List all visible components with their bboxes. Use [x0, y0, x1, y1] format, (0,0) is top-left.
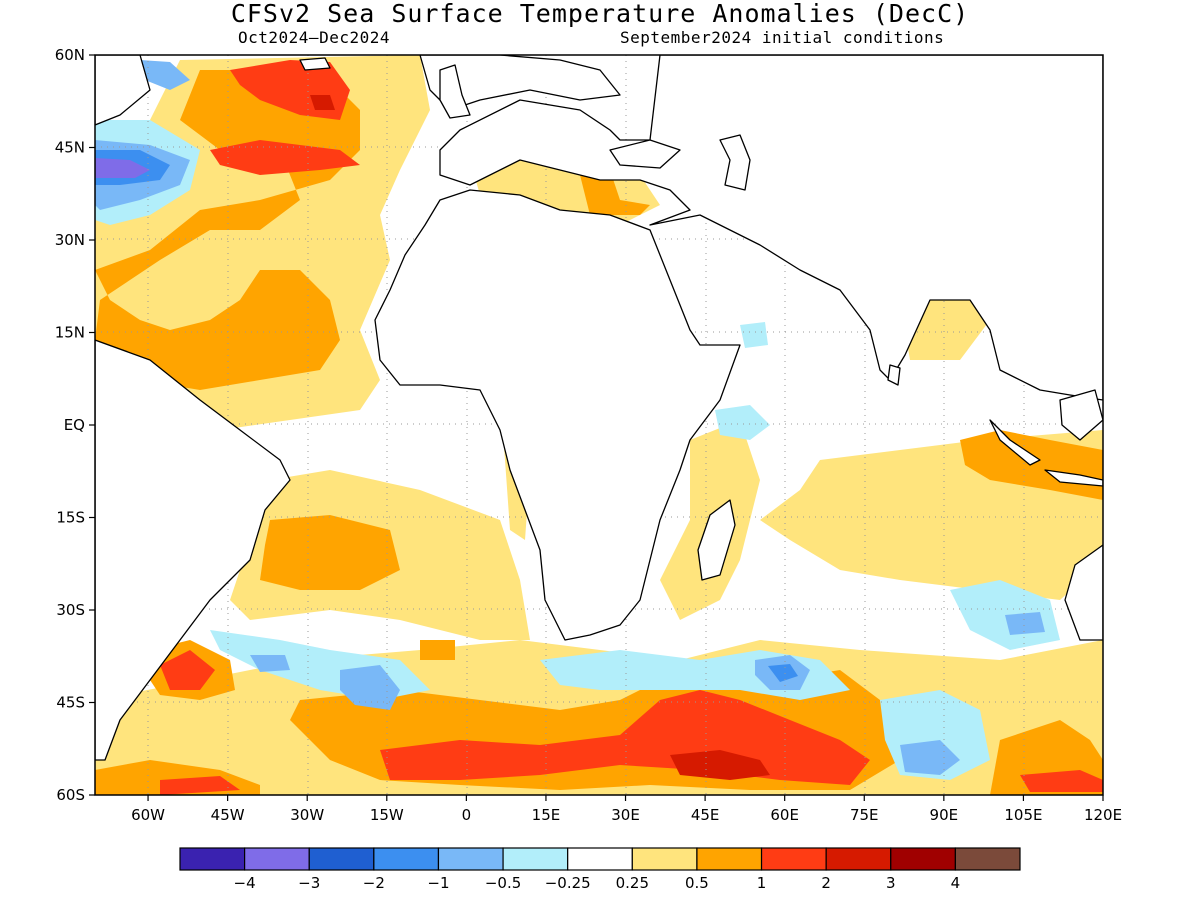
anomaly-region-south-atlantic-blue [340, 665, 400, 710]
south-america [95, 339, 291, 761]
africa-landmass [374, 189, 741, 641]
colorbar-swatch [308, 847, 375, 871]
anomaly-region-sw-blue [250, 655, 290, 672]
lon-tick-label: 90E [930, 806, 959, 824]
colorbar: −4 −3 −2 −1 −0.5 −0.25 0.25 0.5 1 2 3 4 [179, 847, 1021, 892]
lon-tick-label: 45W [211, 806, 245, 824]
anomaly-region-labrador-indigo [95, 158, 150, 178]
madagascar [697, 499, 736, 581]
anomaly-region-australia-blue [1005, 612, 1045, 635]
great-britain [439, 64, 471, 119]
black-sea [609, 139, 681, 169]
lat-tick-label: 15N [55, 324, 85, 342]
colorbar-label: 1 [757, 874, 767, 892]
anomaly-field [95, 55, 1103, 795]
lon-tick-label: 15W [370, 806, 404, 824]
lon-tick-label: 0 [462, 806, 472, 824]
colorbar-label: 3 [886, 874, 896, 892]
caspian-sea [719, 134, 751, 191]
colorbar-label: 2 [821, 874, 831, 892]
anomaly-region-benguela-orange [420, 640, 455, 660]
colorbar-swatch [437, 847, 504, 871]
arabia-asia-landmass [439, 55, 1103, 401]
colorbar-swatch [631, 847, 698, 871]
colorbar-swatch [567, 847, 633, 871]
anomaly-region-indian-dark-blue [768, 664, 798, 682]
lat-tick-label: 30S [56, 601, 85, 619]
coastlines [95, 55, 1103, 761]
latitude-tick-labels: 60N 45N 30N 15N EQ 15S 30S 45S 60S [55, 46, 95, 804]
colorbar-label: 4 [951, 874, 961, 892]
anomaly-region-south-atlantic-orange [260, 515, 400, 590]
colorbar-label: −2 [363, 874, 385, 892]
colorbar-label: 0.25 [616, 874, 649, 892]
lon-tick-label: 60W [131, 806, 165, 824]
sumatra [989, 419, 1041, 466]
initial-conditions-label: September2024 initial conditions [620, 28, 945, 47]
anomaly-region-argentina-red [160, 650, 215, 690]
colorbar-swatch [373, 847, 440, 871]
colorbar-label: −0.25 [545, 874, 591, 892]
colorbar-label: −0.5 [485, 874, 521, 892]
lat-tick-label: EQ [64, 416, 85, 434]
lon-tick-label: 30E [611, 806, 640, 824]
colorbar-label: −3 [298, 874, 320, 892]
lat-tick-label: 30N [55, 231, 85, 249]
borneo [1059, 389, 1103, 441]
lon-tick-label: 45E [691, 806, 720, 824]
colorbar-swatch [760, 847, 827, 871]
java [1044, 469, 1103, 487]
longitude-tick-labels: 60W 45W 30W 15W 0 15E 30E 45E 60E 75E 90E 105E 120E [131, 795, 1122, 824]
anomaly-region-aegean-orange [580, 170, 650, 215]
lon-tick-label: 60E [770, 806, 799, 824]
colorbar-swatch [890, 847, 956, 871]
lat-tick-label: 15S [56, 509, 85, 527]
colorbar-label: −1 [427, 874, 449, 892]
anomaly-region-southern-dark-red [670, 750, 770, 780]
lon-tick-label: 30W [290, 806, 324, 824]
anomaly-region-se-strip-red [1020, 770, 1103, 792]
lon-tick-label: 15E [532, 806, 561, 824]
lat-tick-label: 45N [55, 139, 85, 157]
anomaly-region-arabian-cyan [740, 322, 768, 348]
colorbar-swatch [502, 847, 569, 871]
anomaly-region-se-blue [900, 740, 960, 775]
lon-tick-label: 75E [850, 806, 879, 824]
lon-tick-label: 105E [1004, 806, 1042, 824]
australia [1064, 544, 1103, 641]
north-america [95, 55, 151, 126]
anomaly-region-gulfstream-dark-red [310, 95, 335, 110]
colorbar-swatch [954, 847, 1021, 871]
anomaly-region-greenland-blue [140, 60, 190, 90]
colorbar-swatch [179, 847, 246, 871]
forecast-period: Oct2024–Dec2024 [238, 28, 390, 47]
colorbar-label: −4 [234, 874, 256, 892]
colorbar-swatch [696, 847, 763, 871]
map-title: CFSv2 Sea Surface Temperature Anomalies … [230, 0, 970, 28]
lon-tick-label: 120E [1084, 806, 1122, 824]
anomaly-region-gulfstream-red [210, 140, 360, 175]
colorbar-swatch [244, 847, 310, 871]
lat-tick-label: 45S [56, 694, 85, 712]
lat-tick-label: 60S [56, 786, 85, 804]
sri-lanka [887, 364, 901, 386]
iceland [299, 57, 331, 71]
anomaly-region-sw-strip-red [160, 776, 240, 795]
lat-tick-label: 60N [55, 46, 85, 64]
colorbar-label: 0.5 [685, 874, 709, 892]
colorbar-swatch [825, 847, 892, 871]
anomaly-region-somalia-cyan [715, 405, 770, 440]
